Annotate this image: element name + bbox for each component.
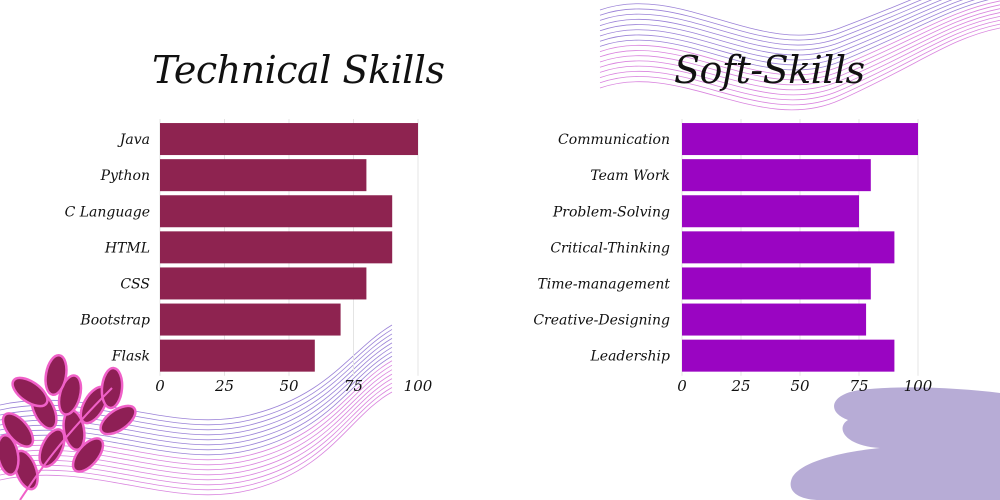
wave-line-top: [599, 0, 922, 41]
wave-line-top: [599, 0, 943, 51]
technical-tick-label: 0: [155, 377, 165, 395]
technical-tick-label: 75: [344, 377, 363, 395]
wave-line-bottom: [0, 369, 393, 471]
wave-line-top: [599, 16, 1000, 96]
leaf-stem: [19, 387, 113, 500]
soft-bar: [682, 195, 859, 228]
technical-bar: [160, 339, 315, 372]
soft-tick-label: 0: [677, 377, 687, 395]
wave-line-top: [599, 0, 976, 66]
technical-skills-chart: Java Python C Language HTML CSS Bootstrap Flas…: [65, 119, 433, 395]
technical-category-label: HTML: [104, 240, 150, 256]
wave-line-top: [599, 8, 1000, 86]
wave-line-top: [599, 0, 912, 36]
technical-tick-label: 25: [214, 377, 234, 395]
soft-skills-title: Soft-Skills: [674, 48, 865, 92]
technical-tick-label: 50: [279, 377, 299, 395]
soft-bar: [682, 231, 895, 264]
technical-category-label: Python: [100, 168, 150, 184]
technical-category-label: C Language: [65, 204, 150, 220]
technical-bar: [160, 195, 393, 228]
soft-category-label: Time-management: [537, 276, 670, 292]
technical-bar: [160, 159, 367, 192]
soft-bar: [682, 303, 867, 336]
wave-line-top: [599, 0, 989, 71]
technical-skills-title: Technical Skills: [152, 48, 445, 92]
leaf: [99, 404, 137, 436]
wave-line-top: [599, 4, 1000, 81]
technical-tick-label: 100: [404, 377, 433, 395]
leaf-decoration: [0, 353, 137, 500]
technical-category-label: Bootstrap: [79, 313, 150, 329]
technical-bar: [160, 123, 418, 156]
wave-line-top: [599, 27, 1000, 111]
leaf: [44, 353, 68, 397]
technical-bar: [160, 231, 393, 264]
wave-line-top: [599, 19, 1000, 101]
leaf: [0, 433, 20, 477]
technical-bar: [160, 303, 341, 336]
soft-category-label: Problem-Solving: [552, 204, 670, 220]
soft-category-label: Critical-Thinking: [550, 240, 670, 256]
soft-tick-label: 75: [849, 377, 868, 395]
soft-category-label: Team Work: [590, 168, 670, 184]
technical-category-label: CSS: [120, 276, 150, 292]
soft-category-label: Communication: [558, 132, 670, 148]
soft-tick-label: 100: [904, 377, 933, 395]
soft-tick-label: 25: [730, 377, 750, 395]
wave-line-bottom: [0, 387, 393, 491]
soft-bar: [682, 267, 871, 300]
wave-line-top: [599, 23, 1000, 106]
wave-line-top: [599, 12, 1000, 91]
wave-line-top: [599, 0, 953, 56]
soft-bar: [682, 123, 918, 156]
soft-skills-chart: Communication Team Work Problem-Solving Cri…: [533, 119, 933, 395]
lavender-blob: [790, 387, 1000, 500]
soft-category-label: Creative-Designing: [533, 313, 670, 329]
wave-line-top: [599, 0, 1000, 76]
wave-line-top: [599, 0, 964, 61]
technical-bar: [160, 267, 367, 300]
soft-tick-label: 50: [790, 377, 810, 395]
leaf: [11, 376, 49, 408]
soft-bar: [682, 159, 871, 192]
technical-category-label: Java: [117, 132, 150, 148]
leaf: [13, 449, 39, 491]
soft-bar: [682, 339, 895, 372]
wave-line-top: [599, 0, 932, 46]
soft-category-label: Leadership: [589, 349, 670, 365]
technical-category-label: Flask: [111, 349, 150, 365]
wave-line-bottom: [0, 391, 393, 496]
leaf: [71, 437, 105, 473]
